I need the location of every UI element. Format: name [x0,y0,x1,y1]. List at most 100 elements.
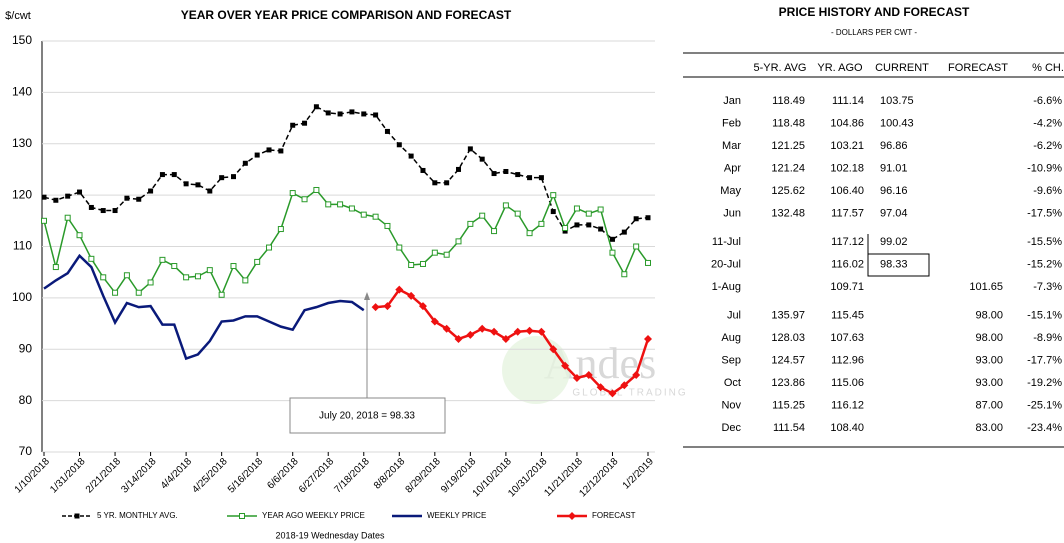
point [195,182,201,188]
table-cell: -15.1% [1027,309,1062,321]
point [632,370,641,379]
table-cell: 107.63 [830,332,864,344]
point [538,220,545,227]
point [633,216,639,222]
point [549,345,558,354]
point [501,334,510,343]
point [254,258,261,265]
point [573,205,580,212]
point [621,229,627,235]
point [277,226,284,233]
point [430,317,439,326]
x-tick-label: 2/21/2018 [84,456,124,496]
point [419,260,426,267]
column-header: CURRENT [875,62,929,74]
point [135,289,142,296]
point [349,109,355,115]
point [432,180,438,186]
annotation: July 20, 2018 = 98.33 [319,411,415,422]
table-cell: 98.00 [975,309,1003,321]
table-cell: Aug [721,332,741,344]
point [171,172,177,178]
series-line [43,253,365,361]
y-tick-label: 140 [12,85,32,99]
table-cell: 103.75 [880,95,914,107]
point [550,192,557,199]
table-cell: 96.16 [880,185,908,197]
point [574,222,580,228]
table-cell: 108.40 [830,422,864,434]
table-cell: Mar [722,140,741,152]
point [148,188,154,194]
table-cell: Apr [724,162,741,174]
series-line [43,105,649,241]
point [301,196,308,203]
chart-title: YEAR OVER YEAR PRICE COMPARISON AND FORE… [181,8,512,22]
table-cell: 112.96 [831,354,864,366]
point [408,261,415,268]
table-cell: -15.5% [1027,236,1062,248]
table-cell: 96.86 [880,140,908,152]
x-tick-label: 3/14/2018 [119,456,159,496]
point [527,175,533,181]
point [561,361,570,370]
table-cell: 109.71 [830,281,864,293]
table-cell: Sep [721,354,741,366]
point [597,206,604,213]
x-tick-label: 12/12/2018 [577,456,620,499]
point [194,273,201,280]
point [420,167,426,173]
point [302,120,308,126]
table-cell: 102.18 [830,162,864,174]
point [621,271,628,278]
point [431,249,438,256]
table-cell: Oct [724,377,741,389]
point [526,230,533,237]
table-cell: -23.4% [1027,422,1062,434]
point [337,111,343,117]
point [645,215,651,221]
point [537,327,546,336]
watermark-globe [502,336,570,404]
x-tick-label: 1/31/2018 [48,456,88,496]
y-tick-label: 120 [12,187,32,201]
x-tick-label: 4/4/2018 [159,456,195,492]
x-tick-label: 1/10/2018 [13,456,53,496]
legend-label: WEEKLY PRICE [427,511,486,520]
point [325,201,332,208]
table-cell: 98.33 [880,258,908,270]
series-line [43,188,649,297]
x-tick-label: 4/25/2018 [190,456,230,496]
annotation-arrowhead [364,292,370,300]
point [455,238,462,245]
point [467,220,474,227]
point [568,512,576,520]
point [454,334,463,343]
table-cell: Feb [722,117,741,129]
point [395,285,404,294]
table-cell: -10.9% [1027,162,1062,174]
y-axis-label: $/cwt [5,10,31,22]
table-cell: -19.2% [1027,377,1062,389]
point [442,324,451,333]
table-cell: 117.57 [831,207,864,219]
point [525,326,534,335]
point [490,327,499,336]
point [266,244,273,251]
point [456,166,462,172]
point [408,153,414,159]
watermark-tagline: GLOBAL TRADING [572,388,687,399]
point [88,204,94,210]
y-tick-label: 130 [12,136,32,150]
legend-label: 5 YR. MONTHLY AVG. [97,511,178,520]
point [443,251,450,258]
table-cell: 106.40 [830,185,864,197]
table-cell: -6.6% [1033,95,1062,107]
table-cell: 135.97 [771,309,805,321]
point [562,225,569,232]
y-tick-label: 150 [12,33,32,47]
point [479,212,486,219]
y-tick-label: 90 [19,341,33,355]
point [52,264,59,271]
table-cell: Jan [723,95,741,107]
